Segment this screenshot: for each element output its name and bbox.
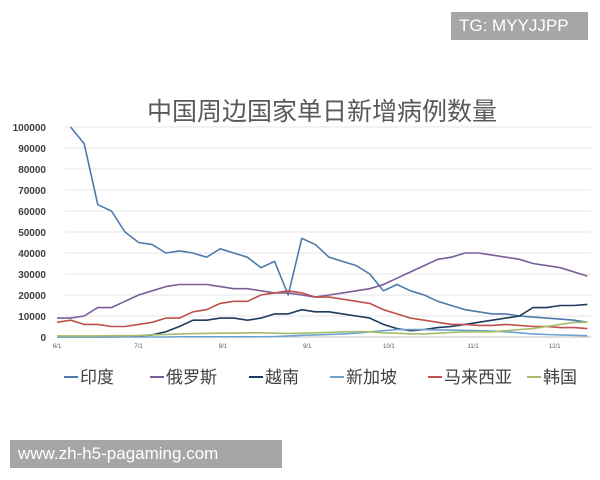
series-line-1 (57, 252, 588, 319)
legend-label: 马来西亚 (444, 368, 512, 388)
x-tick-label: 11/1 (468, 344, 480, 350)
x-tick-label: 12/1 (549, 344, 561, 350)
gridlines (65, 126, 591, 338)
series-lines (56, 126, 588, 338)
y-tick-label: 20000 (18, 291, 46, 302)
watermark-telegram: TG: MYYJJPP (451, 12, 588, 40)
y-tick-label: 90000 (18, 144, 46, 155)
legend-label: 新加坡 (346, 368, 397, 388)
y-tick-label: 10000 (18, 312, 46, 323)
chart-title: 中国周边国家单日新增病例数量 (147, 97, 497, 126)
y-tick-label: 30000 (18, 270, 46, 281)
series-line-0 (69, 126, 588, 324)
legend-label: 韩国 (543, 368, 577, 388)
x-tick-label: 7/1 (134, 344, 143, 350)
x-tick-label: 10/1 (383, 344, 395, 350)
y-tick-label: 0 (40, 333, 46, 344)
y-tick-label: 60000 (18, 207, 46, 218)
series-line-5 (57, 321, 588, 337)
x-tick-label: 6/1 (53, 344, 62, 350)
legend: 印度 俄罗斯 越南 新加坡 马来西亚 韩国 (64, 368, 577, 388)
y-tick-label: 50000 (18, 228, 46, 239)
legend-label: 越南 (265, 368, 299, 388)
legend-label: 印度 (80, 368, 114, 388)
y-axis: 0 10000 20000 30000 40000 50000 60000 70000 8000… (13, 123, 47, 344)
y-tick-label: 70000 (18, 186, 46, 197)
legend-label: 俄罗斯 (166, 368, 217, 388)
watermark-website: www.zh-h5-pagaming.com (10, 440, 282, 468)
x-tick-label: 9/1 (303, 344, 312, 350)
y-tick-label: 80000 (18, 165, 46, 176)
y-tick-label: 100000 (13, 123, 47, 134)
y-tick-label: 40000 (18, 249, 46, 260)
series-line-4 (56, 290, 588, 330)
x-tick-label: 8/1 (219, 344, 228, 350)
x-axis: 6/1 7/1 8/1 9/1 10/1 11/1 12/1 (53, 344, 561, 350)
